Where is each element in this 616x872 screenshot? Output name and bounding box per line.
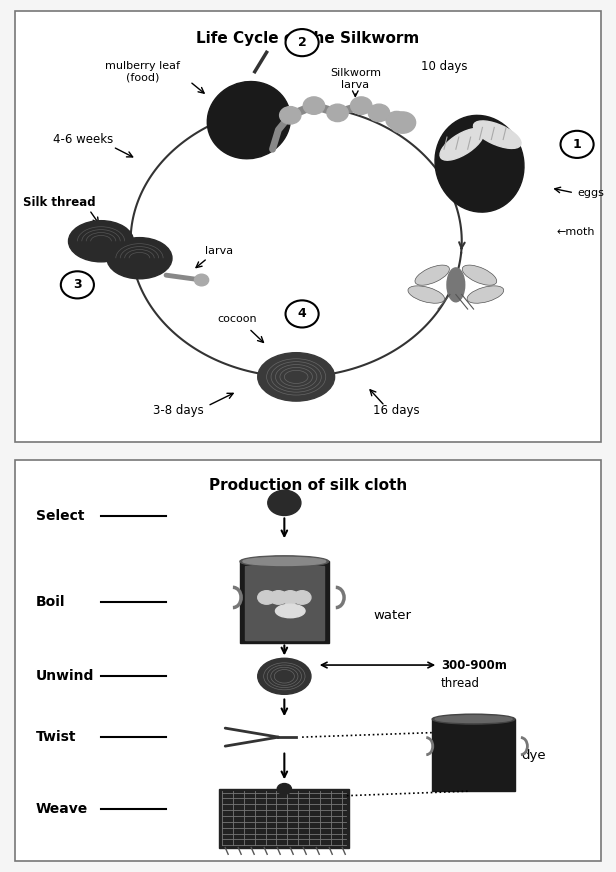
Circle shape [293, 590, 311, 604]
Ellipse shape [243, 557, 326, 565]
Text: 3: 3 [73, 278, 82, 291]
Text: 4: 4 [298, 308, 307, 320]
Circle shape [61, 271, 94, 298]
Text: Life Cycle of the Silkworm: Life Cycle of the Silkworm [197, 31, 419, 45]
Circle shape [561, 131, 594, 158]
Circle shape [327, 104, 348, 121]
Circle shape [386, 112, 407, 129]
Text: 16 days: 16 days [373, 405, 420, 418]
Ellipse shape [462, 265, 496, 285]
Circle shape [268, 490, 301, 515]
Ellipse shape [467, 286, 504, 303]
Ellipse shape [207, 81, 291, 159]
Circle shape [280, 106, 301, 124]
Text: 4-6 weeks: 4-6 weeks [53, 133, 113, 146]
Ellipse shape [435, 115, 524, 212]
Text: dye: dye [521, 749, 546, 761]
Circle shape [351, 97, 372, 114]
Ellipse shape [415, 265, 450, 285]
Text: 3-8 days: 3-8 days [153, 405, 203, 418]
Text: cocoon: cocoon [217, 314, 257, 324]
Ellipse shape [275, 604, 305, 617]
Circle shape [195, 274, 209, 286]
Circle shape [368, 104, 389, 121]
Ellipse shape [440, 128, 484, 160]
Ellipse shape [257, 352, 334, 401]
Ellipse shape [257, 658, 311, 694]
Ellipse shape [240, 555, 329, 567]
Text: mulberry leaf
(food): mulberry leaf (food) [105, 61, 180, 83]
Text: 300-900m: 300-900m [441, 658, 507, 671]
Text: 1: 1 [573, 138, 582, 151]
Text: Twist: Twist [36, 730, 76, 744]
Text: Boil: Boil [36, 595, 65, 609]
Text: Unwind: Unwind [36, 670, 94, 684]
Bar [245, 566, 324, 640]
Text: 2: 2 [298, 36, 307, 49]
Ellipse shape [435, 716, 512, 723]
Circle shape [286, 29, 318, 56]
Circle shape [389, 112, 416, 133]
Ellipse shape [408, 286, 445, 303]
Circle shape [277, 784, 291, 794]
Ellipse shape [107, 238, 172, 279]
Bar [219, 789, 349, 848]
Text: water: water [373, 609, 411, 622]
Text: thread: thread [441, 677, 480, 690]
Circle shape [286, 300, 318, 328]
Text: Weave: Weave [36, 802, 88, 816]
Ellipse shape [68, 221, 134, 262]
Text: Silkworm
larva: Silkworm larva [330, 68, 381, 90]
Bar [240, 562, 329, 643]
Circle shape [270, 590, 287, 604]
Circle shape [257, 590, 275, 604]
Text: Select: Select [36, 509, 84, 523]
Ellipse shape [474, 121, 521, 148]
Text: Production of silk cloth: Production of silk cloth [209, 478, 407, 493]
Ellipse shape [447, 268, 464, 302]
Circle shape [282, 590, 299, 604]
Text: larva: larva [205, 246, 233, 256]
Circle shape [303, 97, 325, 114]
Bar [432, 719, 515, 791]
Text: 10 days: 10 days [421, 60, 468, 73]
Text: Silk thread: Silk thread [23, 196, 96, 209]
Text: ←moth: ←moth [556, 227, 595, 236]
Text: eggs: eggs [577, 187, 604, 198]
Ellipse shape [432, 714, 515, 724]
